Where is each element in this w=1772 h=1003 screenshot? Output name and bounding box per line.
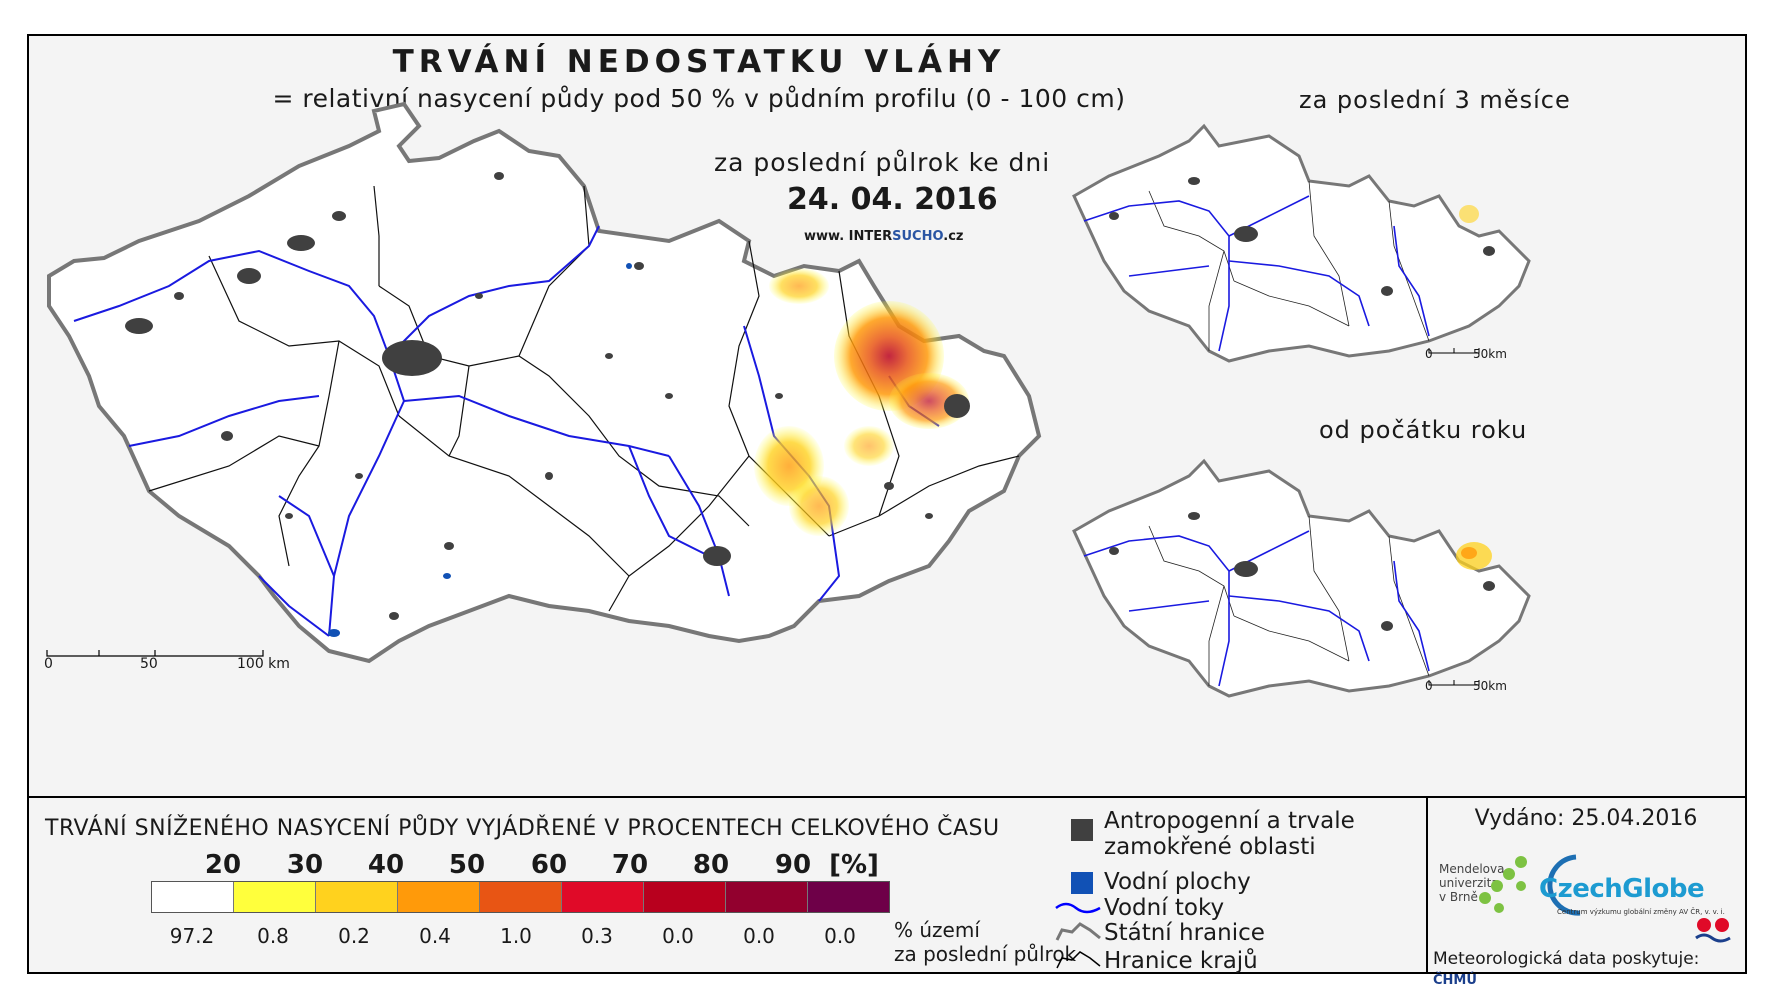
website-suffix: .cz — [943, 229, 964, 244]
region-borders — [148, 185, 1020, 612]
chmu-logo-icon — [1695, 918, 1731, 943]
website-highlight: SUCHO — [892, 229, 944, 244]
main-scale-label-100: 100 km — [237, 656, 290, 672]
color-class-1 — [234, 882, 316, 912]
main-scale-label-50: 50 — [140, 656, 158, 672]
percent-class-4: 1.0 — [500, 924, 532, 948]
threshold-60: 60 — [530, 850, 568, 880]
percent-unit-label: % území za poslední půlrok — [894, 918, 1076, 966]
map-frame: TRVÁNÍ NEDOSTATKU VLÁHY = relativní nasy… — [27, 34, 1747, 988]
inset-3-months-scale-50: 50km — [1473, 347, 1507, 361]
color-class-6 — [644, 882, 726, 912]
inset-3-months-label: za poslední 3 měsíce — [1299, 86, 1571, 114]
inset-year-start-scale-0: 0 — [1425, 679, 1433, 693]
threshold-40: 40 — [367, 850, 405, 880]
threshold-20: 20 — [204, 850, 242, 880]
period-label: za poslední půlrok ke dni — [714, 148, 1051, 177]
chmu-label: ČHMÚ — [1433, 973, 1477, 988]
legend-title: TRVÁNÍ SNÍŽENÉHO NASYCENÍ PŮDY VYJÁDŘENÉ… — [45, 816, 1000, 841]
threshold-70: 70 — [611, 850, 649, 880]
inset-3-months-scale-0: 0 — [1425, 347, 1433, 361]
color-class-4 — [480, 882, 562, 912]
drought-areas — [754, 268, 969, 536]
percent-class-1: 0.8 — [257, 924, 289, 948]
color-class-7 — [726, 882, 808, 912]
color-class-2 — [316, 882, 398, 912]
meteo-data-credit: Meteorologická data poskytuje: ČHMÚ — [1433, 949, 1745, 989]
dark-square-icon — [1071, 819, 1093, 841]
blue-square-icon — [1071, 872, 1093, 894]
percent-class-6: 0.0 — [662, 924, 694, 948]
czechglobe-logo[interactable]: CzechGlobe — [1539, 874, 1705, 904]
meteo-label: Meteorologická data poskytuje: — [1433, 949, 1700, 969]
mendel-university-logo[interactable]: Mendelova univerzita v Brně — [1439, 862, 1504, 904]
report-date: 24. 04. 2016 — [787, 182, 998, 217]
mendel-line3: v Brně — [1439, 890, 1478, 904]
mendel-line2: univerzita — [1439, 876, 1499, 890]
issued-date: Vydáno: 25.04.2016 — [1474, 806, 1698, 831]
main-scale-bar — [46, 650, 264, 657]
percent-class-7: 0.0 — [743, 924, 775, 948]
inset-year-start-scale-bar — [1428, 680, 1480, 686]
map-subtitle: = relativní nasycení půdy pod 50 % v půd… — [272, 84, 1126, 113]
inset-year-start-label: od počátku roku — [1319, 416, 1528, 444]
czechglobe-subtitle: Centrum výzkumu globální změny AV ČR, v.… — [1557, 908, 1725, 916]
inset-year-start-map[interactable] — [1069, 421, 1544, 701]
mendel-dots-icon — [1479, 856, 1527, 913]
threshold-80: 80 — [692, 850, 730, 880]
main-map[interactable] — [29, 36, 1229, 756]
inset-3-months-map[interactable] — [1069, 86, 1544, 366]
legend-rivers: Vodní toky — [1104, 895, 1225, 921]
legend-urban: Antropogenní a trvale zamokřené oblasti — [1104, 808, 1355, 860]
inset-year-start-scale-50: 50km — [1473, 679, 1507, 693]
map-title: TRVÁNÍ NEDOSTATKU VLÁHY — [392, 44, 1006, 80]
legend-urban-line1: Antropogenní a trvale — [1104, 808, 1355, 834]
percent-class-8: 0.0 — [824, 924, 856, 948]
legend-water-bodies: Vodní plochy — [1104, 869, 1251, 895]
percent-unit-line2: za poslední půlrok — [894, 942, 1077, 966]
color-class-3 — [398, 882, 480, 912]
legend-urban-line2: zamokřené oblasti — [1104, 834, 1316, 860]
percent-class-0: 97.2 — [169, 924, 215, 948]
czechglobe-swoosh-icon — [1547, 854, 1581, 916]
percent-unit-line1: % území — [894, 918, 980, 942]
color-class-5 — [562, 882, 644, 912]
river-line-icon — [1055, 902, 1101, 914]
legend-separator — [29, 796, 1745, 798]
water-bodies — [328, 263, 632, 637]
percent-class-2: 0.2 — [338, 924, 370, 948]
legend-region-border: Hranice krajů — [1104, 948, 1258, 974]
inset-3-months-scale-bar — [1428, 348, 1480, 354]
main-scale-label-0: 0 — [44, 656, 53, 672]
urban-areas — [125, 172, 970, 620]
threshold-unit: [%] — [829, 850, 879, 880]
color-scale-bar — [151, 881, 890, 913]
footer-separator — [1426, 796, 1428, 972]
mendel-line1: Mendelova — [1439, 862, 1505, 876]
threshold-50: 50 — [448, 850, 486, 880]
region-border-icon — [1056, 951, 1101, 969]
state-border-icon — [1055, 922, 1101, 941]
threshold-90: 90 — [774, 850, 812, 880]
color-class-0 — [152, 882, 234, 912]
legend-state-border: Státní hranice — [1104, 920, 1265, 946]
website-link[interactable]: www. INTERSUCHO.cz — [804, 229, 963, 244]
percent-class-3: 0.4 — [419, 924, 451, 948]
percent-class-5: 0.3 — [581, 924, 613, 948]
threshold-30: 30 — [286, 850, 324, 880]
website-prefix: www. INTER — [804, 229, 893, 244]
color-class-8 — [808, 882, 889, 912]
